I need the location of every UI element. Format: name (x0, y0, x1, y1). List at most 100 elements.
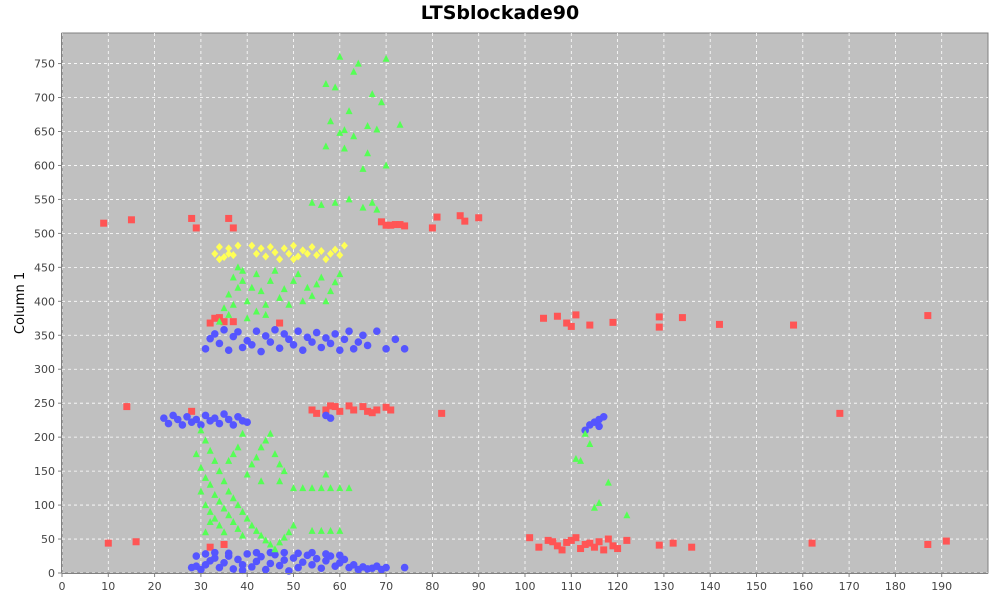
data-points (100, 52, 950, 575)
data-point-diamond (276, 255, 284, 264)
data-point-square (614, 545, 622, 553)
data-point-square (553, 312, 561, 320)
data-point-diamond (331, 245, 339, 254)
data-point-square (540, 314, 548, 322)
data-point-triangle (345, 484, 353, 492)
data-point-circle (183, 412, 191, 421)
data-point-diamond (340, 241, 348, 250)
data-point-triangle (308, 198, 316, 206)
data-point-circle (285, 335, 293, 344)
data-point-circle (308, 338, 316, 346)
data-point-triangle (225, 310, 233, 318)
y-tick-label: 300 (34, 363, 55, 376)
data-point-square (211, 314, 219, 322)
data-point-triangle (202, 501, 210, 509)
data-point-triangle (220, 528, 228, 536)
data-point-square (132, 538, 140, 546)
y-tick-label: 500 (34, 227, 55, 240)
data-point-triangle (345, 195, 353, 203)
data-point-circle (215, 339, 224, 348)
data-point-square (359, 403, 367, 411)
data-point-square (655, 313, 663, 321)
data-point-circle (312, 554, 321, 563)
data-point-square (567, 322, 575, 330)
data-point-square (387, 221, 395, 229)
data-point-circle (289, 554, 298, 562)
data-point-circle (252, 327, 261, 335)
data-point-circle (312, 328, 321, 337)
data-point-circle (234, 555, 242, 564)
data-point-square (313, 409, 321, 417)
data-point-square (600, 546, 608, 554)
data-point-triangle (243, 470, 251, 478)
data-point-circle (229, 421, 238, 429)
data-point-triangle (276, 460, 284, 468)
data-point-triangle (623, 511, 631, 519)
y-tick-label: 100 (34, 499, 55, 512)
x-tick-label: 180 (885, 580, 906, 593)
x-tick-label: 40 (240, 580, 254, 593)
x-tick-label: 30 (194, 580, 208, 593)
data-point-circle (275, 344, 284, 352)
data-point-circle (289, 340, 298, 349)
data-point-triangle (206, 507, 214, 515)
data-point-circle (373, 327, 381, 335)
data-point-triangle (294, 270, 302, 278)
data-point-square (308, 406, 316, 414)
data-point-triangle (225, 290, 233, 298)
y-tick-label: 450 (34, 261, 55, 274)
data-point-square (572, 311, 580, 319)
y-tick-label: 600 (34, 159, 55, 172)
data-point-diamond (280, 244, 288, 253)
data-point-square (382, 403, 390, 411)
data-point-circle (238, 343, 247, 352)
x-tick-label: 70 (379, 580, 393, 593)
data-point-triangle (257, 477, 265, 485)
data-point-diamond (248, 241, 256, 250)
data-point-triangle (327, 117, 335, 125)
data-point-square (526, 534, 534, 542)
data-point-triangle (225, 456, 233, 464)
data-point-circle (354, 338, 363, 346)
data-point-triangle (257, 443, 265, 451)
data-point-circle (224, 549, 233, 558)
data-point-circle (215, 419, 224, 428)
x-tick-label: 100 (515, 580, 536, 593)
data-point-circle (271, 326, 279, 334)
data-point-circle (252, 557, 261, 566)
data-point-triangle (262, 536, 270, 544)
data-point-triangle (220, 504, 228, 512)
data-point-circle (261, 332, 270, 340)
data-point-diamond (327, 249, 335, 258)
data-point-triangle (229, 300, 237, 308)
data-point-circle (382, 345, 390, 353)
data-point-circle (595, 422, 603, 431)
data-point-diamond (266, 242, 274, 251)
data-point-triangle (359, 203, 367, 211)
data-point-diamond (308, 242, 316, 251)
data-point-square (401, 222, 409, 230)
data-point-square (327, 402, 335, 410)
data-point-triangle (290, 484, 297, 492)
data-point-square (438, 409, 446, 417)
data-point-triangle (350, 132, 358, 140)
data-point-triangle (252, 307, 260, 315)
data-point-circle (294, 549, 302, 558)
data-point-triangle (340, 144, 348, 152)
data-point-circle (280, 548, 289, 557)
data-point-circle (391, 335, 400, 344)
data-point-circle (178, 421, 187, 429)
data-point-triangle (211, 514, 219, 522)
data-point-diamond (317, 247, 325, 256)
data-point-triangle (202, 436, 210, 444)
data-point-diamond (234, 241, 242, 250)
data-point-diamond (285, 249, 293, 258)
data-point-triangle (373, 205, 381, 213)
data-point-square (104, 539, 112, 547)
data-point-triangle (266, 276, 274, 284)
data-point-square (368, 409, 376, 417)
data-point-circle (382, 563, 390, 572)
data-point-triangle (317, 526, 325, 534)
data-point-circle (229, 565, 238, 573)
data-point-triangle (336, 128, 344, 136)
